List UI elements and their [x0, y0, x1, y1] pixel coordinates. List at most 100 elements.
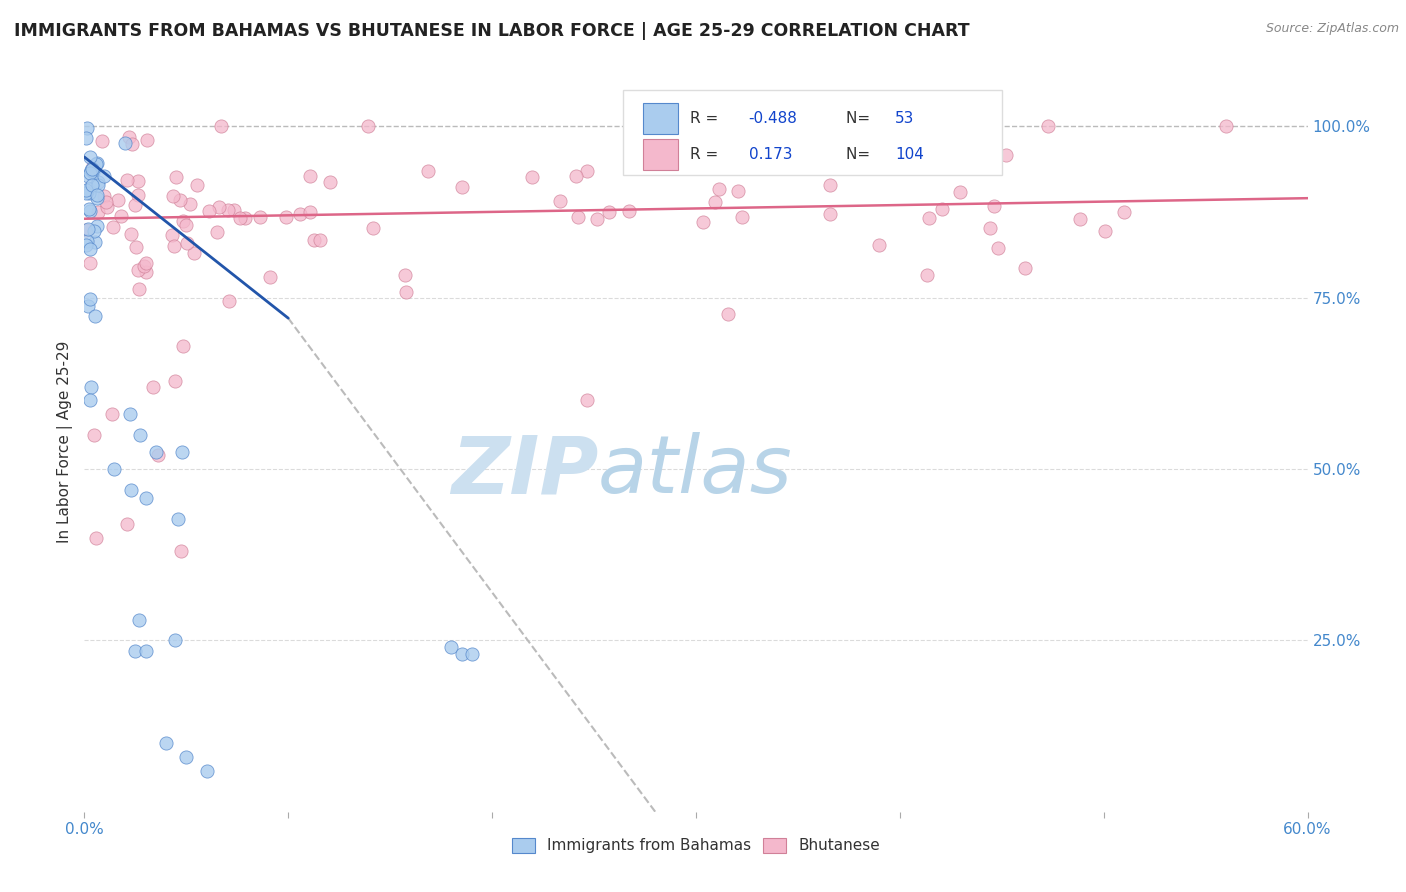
Point	[1215, 119, 1237, 133]
Text: IMMIGRANTS FROM BAHAMAS VS BHUTANESE IN LABOR FORCE | AGE 25-29 CORRELATION CHAR: IMMIGRANTS FROM BAHAMAS VS BHUTANESE IN …	[14, 22, 970, 40]
Point	[915, 160, 938, 174]
Point	[949, 186, 972, 200]
Point	[103, 462, 125, 476]
Point	[451, 179, 474, 194]
Point	[450, 647, 472, 661]
Point	[114, 136, 136, 150]
Point	[101, 220, 124, 235]
Point	[128, 613, 150, 627]
Point	[208, 200, 231, 214]
Legend: Immigrants from Bahamas, Bhutanese: Immigrants from Bahamas, Bhutanese	[506, 832, 886, 860]
Point	[1014, 261, 1036, 276]
Point	[416, 164, 439, 178]
Text: N=: N=	[846, 111, 876, 126]
Point	[205, 226, 228, 240]
Point	[75, 223, 97, 237]
Point	[86, 175, 108, 189]
Text: N=: N=	[846, 146, 876, 161]
Point	[298, 169, 321, 183]
Point	[931, 202, 953, 217]
Point	[87, 178, 110, 193]
Point	[987, 241, 1010, 255]
Point	[564, 169, 586, 183]
Point	[217, 202, 239, 217]
Point	[86, 156, 108, 170]
Point	[357, 119, 380, 133]
Point	[86, 531, 108, 545]
Point	[93, 188, 115, 202]
Point	[548, 194, 571, 208]
Point	[692, 215, 714, 229]
Point	[198, 203, 221, 218]
Point	[127, 174, 149, 188]
Point	[170, 444, 193, 458]
Point	[567, 210, 589, 224]
Bar	[644, 103, 678, 134]
Point	[86, 187, 108, 202]
Point	[135, 265, 157, 279]
Point	[163, 374, 186, 388]
Point	[905, 144, 928, 158]
Point	[440, 640, 463, 655]
Point	[165, 633, 187, 648]
Text: R =: R =	[690, 111, 723, 126]
Text: 104: 104	[896, 146, 924, 161]
Text: ZIP: ZIP	[451, 432, 598, 510]
Point	[125, 240, 148, 254]
Point	[461, 647, 484, 661]
Point	[818, 178, 841, 192]
Point	[195, 764, 218, 778]
Point	[1114, 205, 1136, 219]
Point	[132, 259, 155, 273]
Text: 53: 53	[896, 111, 915, 126]
Point	[118, 130, 141, 145]
Point	[86, 191, 108, 205]
Point	[174, 219, 197, 233]
Point	[170, 544, 193, 558]
Point	[868, 238, 890, 252]
Point	[162, 189, 184, 203]
Point	[179, 197, 201, 211]
Point	[83, 235, 105, 249]
Point	[853, 141, 876, 155]
Point	[96, 200, 118, 214]
Point	[228, 211, 250, 225]
Point	[79, 256, 101, 270]
Point	[115, 172, 138, 186]
Point	[290, 207, 312, 221]
Point	[730, 211, 752, 225]
Point	[75, 237, 97, 252]
Point	[83, 224, 105, 238]
Point	[75, 131, 97, 145]
Text: -0.488: -0.488	[748, 111, 797, 126]
Point	[183, 245, 205, 260]
Point	[575, 393, 598, 408]
Point	[617, 204, 640, 219]
Point	[176, 235, 198, 250]
Point	[172, 339, 194, 353]
Point	[395, 285, 418, 300]
Point	[76, 234, 98, 248]
Point	[218, 293, 240, 308]
Point	[155, 736, 177, 750]
Point	[1069, 211, 1091, 226]
Point	[75, 183, 97, 197]
Point	[979, 221, 1001, 235]
Point	[309, 233, 332, 247]
Point	[135, 643, 157, 657]
Point	[727, 184, 749, 198]
Point	[166, 511, 188, 525]
Point	[75, 186, 97, 201]
Point	[90, 134, 112, 148]
Point	[77, 186, 100, 200]
Point	[249, 210, 271, 224]
Point	[87, 204, 110, 219]
Point	[82, 159, 104, 173]
Point	[82, 165, 104, 179]
Point	[522, 170, 544, 185]
Point	[110, 209, 132, 223]
Point	[93, 169, 115, 184]
Point	[79, 182, 101, 196]
Point	[142, 380, 165, 394]
Point	[83, 309, 105, 323]
